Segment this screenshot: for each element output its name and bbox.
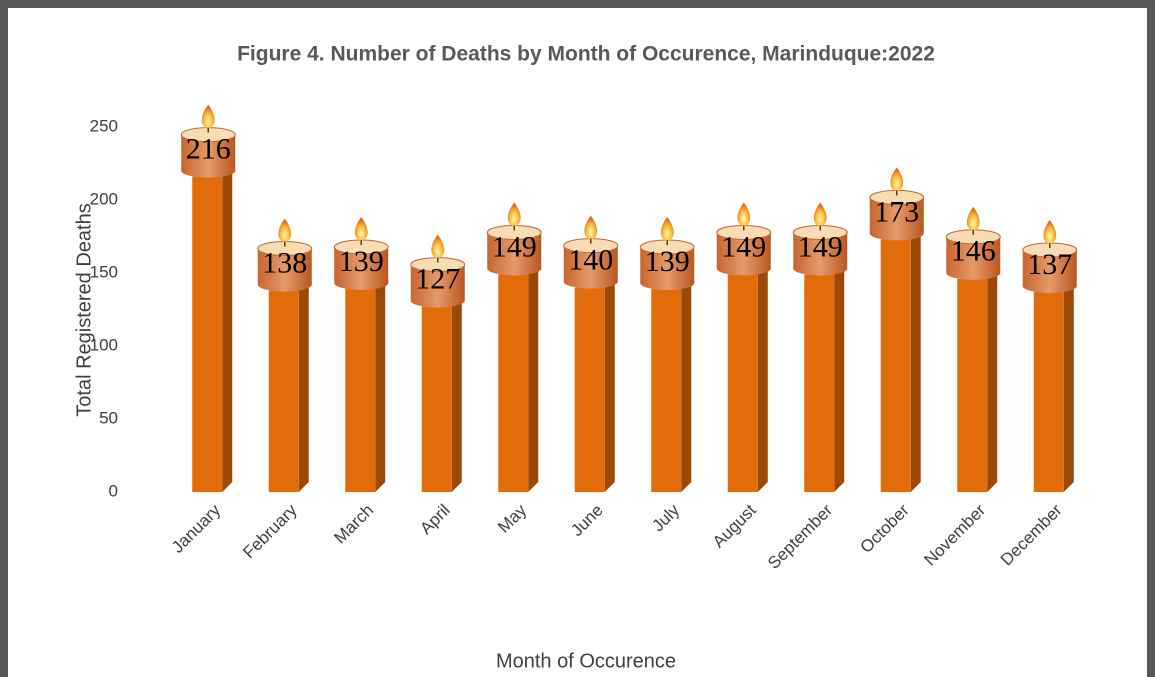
flame [354,217,368,242]
data-label: 173 [874,195,919,228]
data-label: 139 [645,245,690,278]
bar [192,176,223,492]
y-tick-label: 50 [99,408,118,427]
bar-side [681,279,692,492]
data-label: 140 [568,243,613,276]
bar [804,274,835,492]
bar-side [528,264,539,492]
candle-body [410,264,465,308]
chart-title: Figure 4. Number of Deaths by Month of O… [237,43,935,66]
bar-side [1063,281,1074,492]
bar-side [834,264,845,492]
flame [584,215,598,240]
flame [890,167,904,192]
bar-side [987,268,998,492]
bar [727,274,758,492]
bar [345,289,376,492]
flame [813,202,827,227]
data-label: 137 [1027,248,1072,281]
y-tick-label: 100 [90,335,118,354]
data-label: 146 [951,235,996,268]
flame [278,218,292,243]
bar [268,290,299,492]
candle-body [716,232,771,276]
y-axis-title: Total Registered Deaths [73,203,95,416]
y-tick-label: 250 [90,116,118,135]
data-label: 139 [339,245,384,278]
flame [660,217,674,242]
candle-body [1022,249,1077,293]
data-label: 149 [492,230,537,263]
flame [431,234,445,259]
bar [574,287,605,492]
data-label: 216 [186,133,231,166]
data-label: 149 [721,230,766,263]
bar-side [222,166,233,492]
candle-body [946,236,1001,280]
bar-side [910,229,921,493]
flame [507,202,521,227]
data-label: 127 [415,262,460,295]
candle-body [640,247,695,291]
flame [1043,219,1057,244]
bar-side [451,296,462,492]
flame [966,206,980,231]
bar [957,278,988,492]
data-label: 149 [798,230,843,263]
candle-body [869,197,924,241]
candle-body [793,232,848,276]
bar [421,306,452,492]
candle-body [563,245,618,289]
bar [1033,291,1064,492]
candle-body [487,232,542,276]
candle-body [257,248,312,292]
bar [880,239,911,492]
bar-side [757,264,768,492]
flame [737,202,751,227]
y-tick-label: 150 [90,262,118,281]
x-axis-title: Month of Occurence [496,650,676,672]
flame [201,104,215,129]
y-tick-label: 200 [90,189,118,208]
candle-body [181,134,236,178]
data-label: 138 [262,246,307,279]
bar-side [298,280,309,492]
bar [498,274,529,492]
bar-side [375,279,386,492]
candle-body [334,247,389,291]
y-tick-label: 0 [109,481,118,500]
bar-side [604,277,615,492]
bar [651,289,682,492]
